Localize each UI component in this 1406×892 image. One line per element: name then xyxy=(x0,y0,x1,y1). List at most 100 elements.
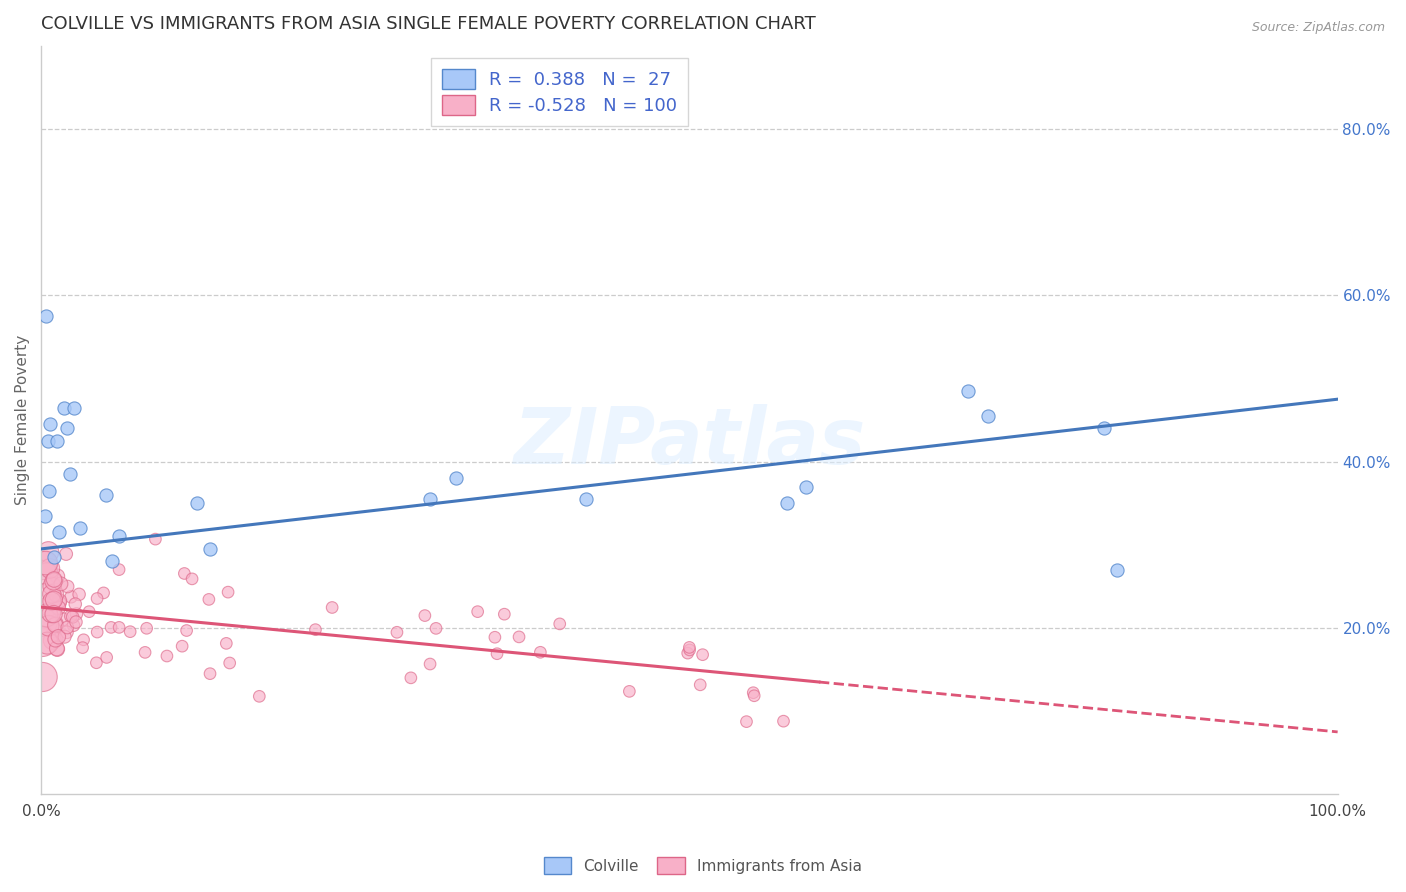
Point xyxy=(957,384,980,398)
Point xyxy=(508,630,530,644)
Point xyxy=(775,496,797,510)
Point xyxy=(31,634,53,648)
Point xyxy=(48,600,70,615)
Point xyxy=(413,608,436,623)
Point xyxy=(1092,421,1115,435)
Point xyxy=(32,558,55,573)
Point xyxy=(44,623,66,637)
Point xyxy=(425,621,447,635)
Point xyxy=(1107,563,1129,577)
Point xyxy=(31,615,53,629)
Point xyxy=(217,585,239,599)
Point xyxy=(94,488,117,502)
Point xyxy=(575,491,598,506)
Point xyxy=(69,521,91,535)
Point xyxy=(65,597,87,611)
Point xyxy=(41,594,63,608)
Point xyxy=(41,587,63,601)
Point xyxy=(135,621,157,635)
Point xyxy=(35,608,58,623)
Point xyxy=(198,541,221,556)
Legend: R =  0.388   N =  27, R = -0.528   N = 100: R = 0.388 N = 27, R = -0.528 N = 100 xyxy=(432,59,688,126)
Point xyxy=(172,639,194,653)
Point xyxy=(53,401,76,415)
Point xyxy=(62,618,84,632)
Point xyxy=(62,610,84,624)
Point xyxy=(198,666,221,681)
Point xyxy=(304,623,326,637)
Text: ZIPatlas: ZIPatlas xyxy=(513,404,866,481)
Point xyxy=(86,656,108,670)
Point xyxy=(62,401,84,415)
Point xyxy=(321,600,343,615)
Point xyxy=(678,643,700,657)
Point xyxy=(176,624,198,638)
Point xyxy=(42,573,65,587)
Point xyxy=(735,714,758,729)
Point xyxy=(134,645,156,659)
Point xyxy=(399,671,422,685)
Point xyxy=(37,636,59,650)
Point xyxy=(772,714,794,728)
Point xyxy=(67,587,90,601)
Point xyxy=(108,529,131,543)
Text: Source: ZipAtlas.com: Source: ZipAtlas.com xyxy=(1251,21,1385,34)
Point xyxy=(38,561,60,575)
Point xyxy=(35,309,58,323)
Point xyxy=(198,592,221,607)
Point xyxy=(51,612,73,626)
Point xyxy=(484,630,506,644)
Point xyxy=(444,471,467,485)
Point xyxy=(218,656,240,670)
Point xyxy=(45,588,67,602)
Point xyxy=(742,689,765,703)
Point xyxy=(548,616,571,631)
Point xyxy=(689,678,711,692)
Point xyxy=(93,586,115,600)
Point xyxy=(186,496,208,510)
Point xyxy=(56,620,79,634)
Y-axis label: Single Female Poverty: Single Female Poverty xyxy=(15,334,30,505)
Point xyxy=(35,556,58,570)
Point xyxy=(38,618,60,632)
Point xyxy=(45,641,67,656)
Point xyxy=(678,640,700,655)
Point xyxy=(59,467,82,481)
Point xyxy=(72,632,94,647)
Point xyxy=(48,594,70,608)
Text: COLVILLE VS IMMIGRANTS FROM ASIA SINGLE FEMALE POVERTY CORRELATION CHART: COLVILLE VS IMMIGRANTS FROM ASIA SINGLE … xyxy=(41,15,815,33)
Point xyxy=(419,657,441,671)
Point xyxy=(48,596,70,610)
Point xyxy=(419,491,441,506)
Point xyxy=(35,567,58,582)
Point xyxy=(44,591,66,605)
Point xyxy=(486,647,509,661)
Point xyxy=(100,620,122,634)
Point xyxy=(37,434,59,448)
Point xyxy=(794,479,817,493)
Point xyxy=(31,670,53,684)
Point xyxy=(619,684,641,698)
Point xyxy=(45,434,67,448)
Point xyxy=(34,508,56,523)
Point xyxy=(60,590,83,604)
Point xyxy=(41,633,63,648)
Point xyxy=(215,636,238,650)
Point xyxy=(46,642,69,657)
Legend: Colville, Immigrants from Asia: Colville, Immigrants from Asia xyxy=(537,851,869,880)
Point xyxy=(156,648,179,663)
Point xyxy=(173,566,195,581)
Point xyxy=(86,591,108,606)
Point xyxy=(38,483,60,498)
Point xyxy=(976,409,998,423)
Point xyxy=(108,620,131,634)
Point xyxy=(56,421,79,435)
Point xyxy=(42,592,65,607)
Point xyxy=(56,625,79,640)
Point xyxy=(39,417,62,431)
Point xyxy=(59,609,82,624)
Point xyxy=(44,632,66,647)
Point xyxy=(108,563,131,577)
Point xyxy=(742,686,765,700)
Point xyxy=(42,607,65,621)
